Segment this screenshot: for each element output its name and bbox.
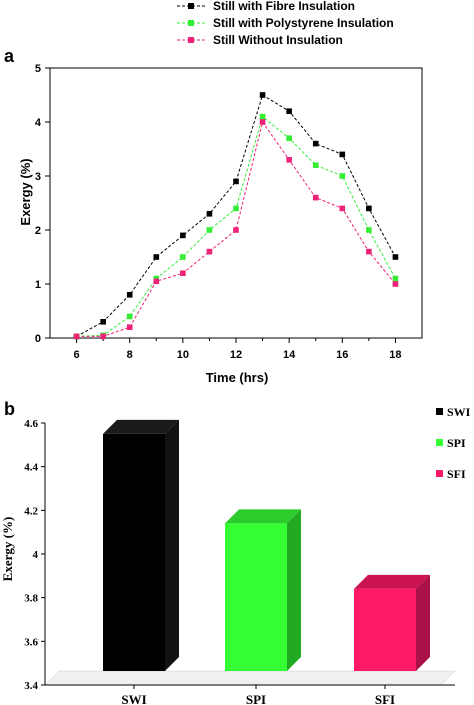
y-tick-label: 4.4 xyxy=(24,462,38,474)
bar-chart-panel: b 3.4 3.6 3.8 4 4.2 4.4 4.6 SWI SPI SFI SWI SPI SFI… xyxy=(0,399,471,705)
data-point xyxy=(259,113,266,120)
y-tick-label: 3.4 xyxy=(24,680,38,692)
bars-group xyxy=(103,419,430,671)
legend-marker xyxy=(188,3,194,9)
y-tick-label: 5 xyxy=(35,63,41,75)
data-point xyxy=(153,278,160,285)
data-point xyxy=(392,254,399,260)
legend-marker xyxy=(436,408,443,415)
x-axis-label: Time (hrs) xyxy=(206,370,269,385)
data-point xyxy=(153,254,160,260)
x-tick-label: 16 xyxy=(336,349,348,361)
data-point xyxy=(233,227,239,233)
bar-top xyxy=(354,574,430,589)
series-line-1 xyxy=(76,115,396,337)
legend-label: SWI xyxy=(447,405,471,419)
data-point xyxy=(339,173,346,179)
bar-side xyxy=(287,509,301,671)
x-tick-label: SWI xyxy=(121,692,146,705)
chart-floor xyxy=(44,670,456,686)
data-point xyxy=(100,319,106,325)
bar xyxy=(354,588,416,671)
bar-top xyxy=(225,509,301,524)
y-axis-label: Exergy (%) xyxy=(18,158,33,225)
data-point xyxy=(339,151,346,158)
data-point xyxy=(366,248,372,255)
legend-label: SPI xyxy=(447,436,466,450)
data-point xyxy=(312,140,319,147)
y-tick-label: 4.2 xyxy=(24,505,38,517)
y-tick-label: 1 xyxy=(35,279,41,291)
data-point xyxy=(180,270,186,276)
bar-side xyxy=(165,419,179,671)
data-point xyxy=(233,205,239,212)
data-point xyxy=(392,281,399,287)
x-tick-label: 12 xyxy=(230,349,242,361)
bar-side xyxy=(416,574,430,671)
bar xyxy=(103,433,165,671)
y-tick-label: 3.8 xyxy=(24,593,38,605)
x-tick-label: 18 xyxy=(389,349,401,361)
data-point xyxy=(126,313,133,320)
y-tick-label: 0 xyxy=(35,333,41,345)
data-point xyxy=(126,292,133,298)
data-point xyxy=(286,135,292,141)
data-point xyxy=(100,333,106,340)
x-tick-label: 10 xyxy=(177,349,189,361)
data-point xyxy=(286,157,292,163)
x-tick-label: 8 xyxy=(127,349,133,361)
legend-label: Still with Fibre Insulation xyxy=(213,0,355,13)
data-point xyxy=(206,248,213,255)
data-point xyxy=(126,324,133,330)
data-point xyxy=(366,205,372,212)
x-tick-label: SFI xyxy=(375,692,395,705)
series-line-0 xyxy=(76,94,396,337)
data-point xyxy=(180,232,186,239)
data-point xyxy=(312,194,319,201)
legend-marker xyxy=(188,20,194,26)
legend-label: Still with Polystyrene Insulation xyxy=(213,16,394,30)
legend-label: SFI xyxy=(447,467,466,481)
y-tick-label: 4 xyxy=(35,117,42,129)
legend-marker xyxy=(436,439,443,446)
data-point xyxy=(392,275,399,282)
data-point xyxy=(233,178,239,185)
panel-label: a xyxy=(4,46,15,66)
y-tick-label: 4.6 xyxy=(24,418,38,430)
legend: SWI SPI SFI xyxy=(436,405,471,481)
data-point xyxy=(259,119,266,125)
legend: Still with Fibre Insulation Still with Po… xyxy=(177,0,394,47)
axes: 3.4 3.6 3.8 4 4.2 4.4 4.6 SWI SPI SFI xyxy=(24,418,456,705)
y-tick-label: 2 xyxy=(35,225,41,237)
data-point xyxy=(73,333,80,340)
bar-top xyxy=(103,419,179,434)
legend-marker xyxy=(188,37,194,43)
data-point xyxy=(312,162,319,168)
x-tick-label: 6 xyxy=(74,349,80,361)
data-point xyxy=(180,254,186,260)
series-group xyxy=(73,92,399,340)
y-tick-label: 4 xyxy=(33,549,39,561)
y-tick-label: 3 xyxy=(35,171,41,183)
legend-marker xyxy=(436,470,443,477)
x-tick-label: 14 xyxy=(283,349,296,361)
panel-label: b xyxy=(4,399,15,419)
bar xyxy=(225,523,287,671)
data-point xyxy=(339,205,346,212)
data-point xyxy=(286,108,292,114)
y-tick-label: 3.6 xyxy=(24,636,38,648)
data-point xyxy=(206,211,213,217)
data-point xyxy=(206,227,213,233)
y-axis-label: Exergy (%) xyxy=(0,517,15,582)
x-tick-label: SPI xyxy=(246,692,266,705)
legend-label: Still Without Insulation xyxy=(213,33,343,47)
data-point xyxy=(259,92,266,98)
data-point xyxy=(366,227,372,233)
